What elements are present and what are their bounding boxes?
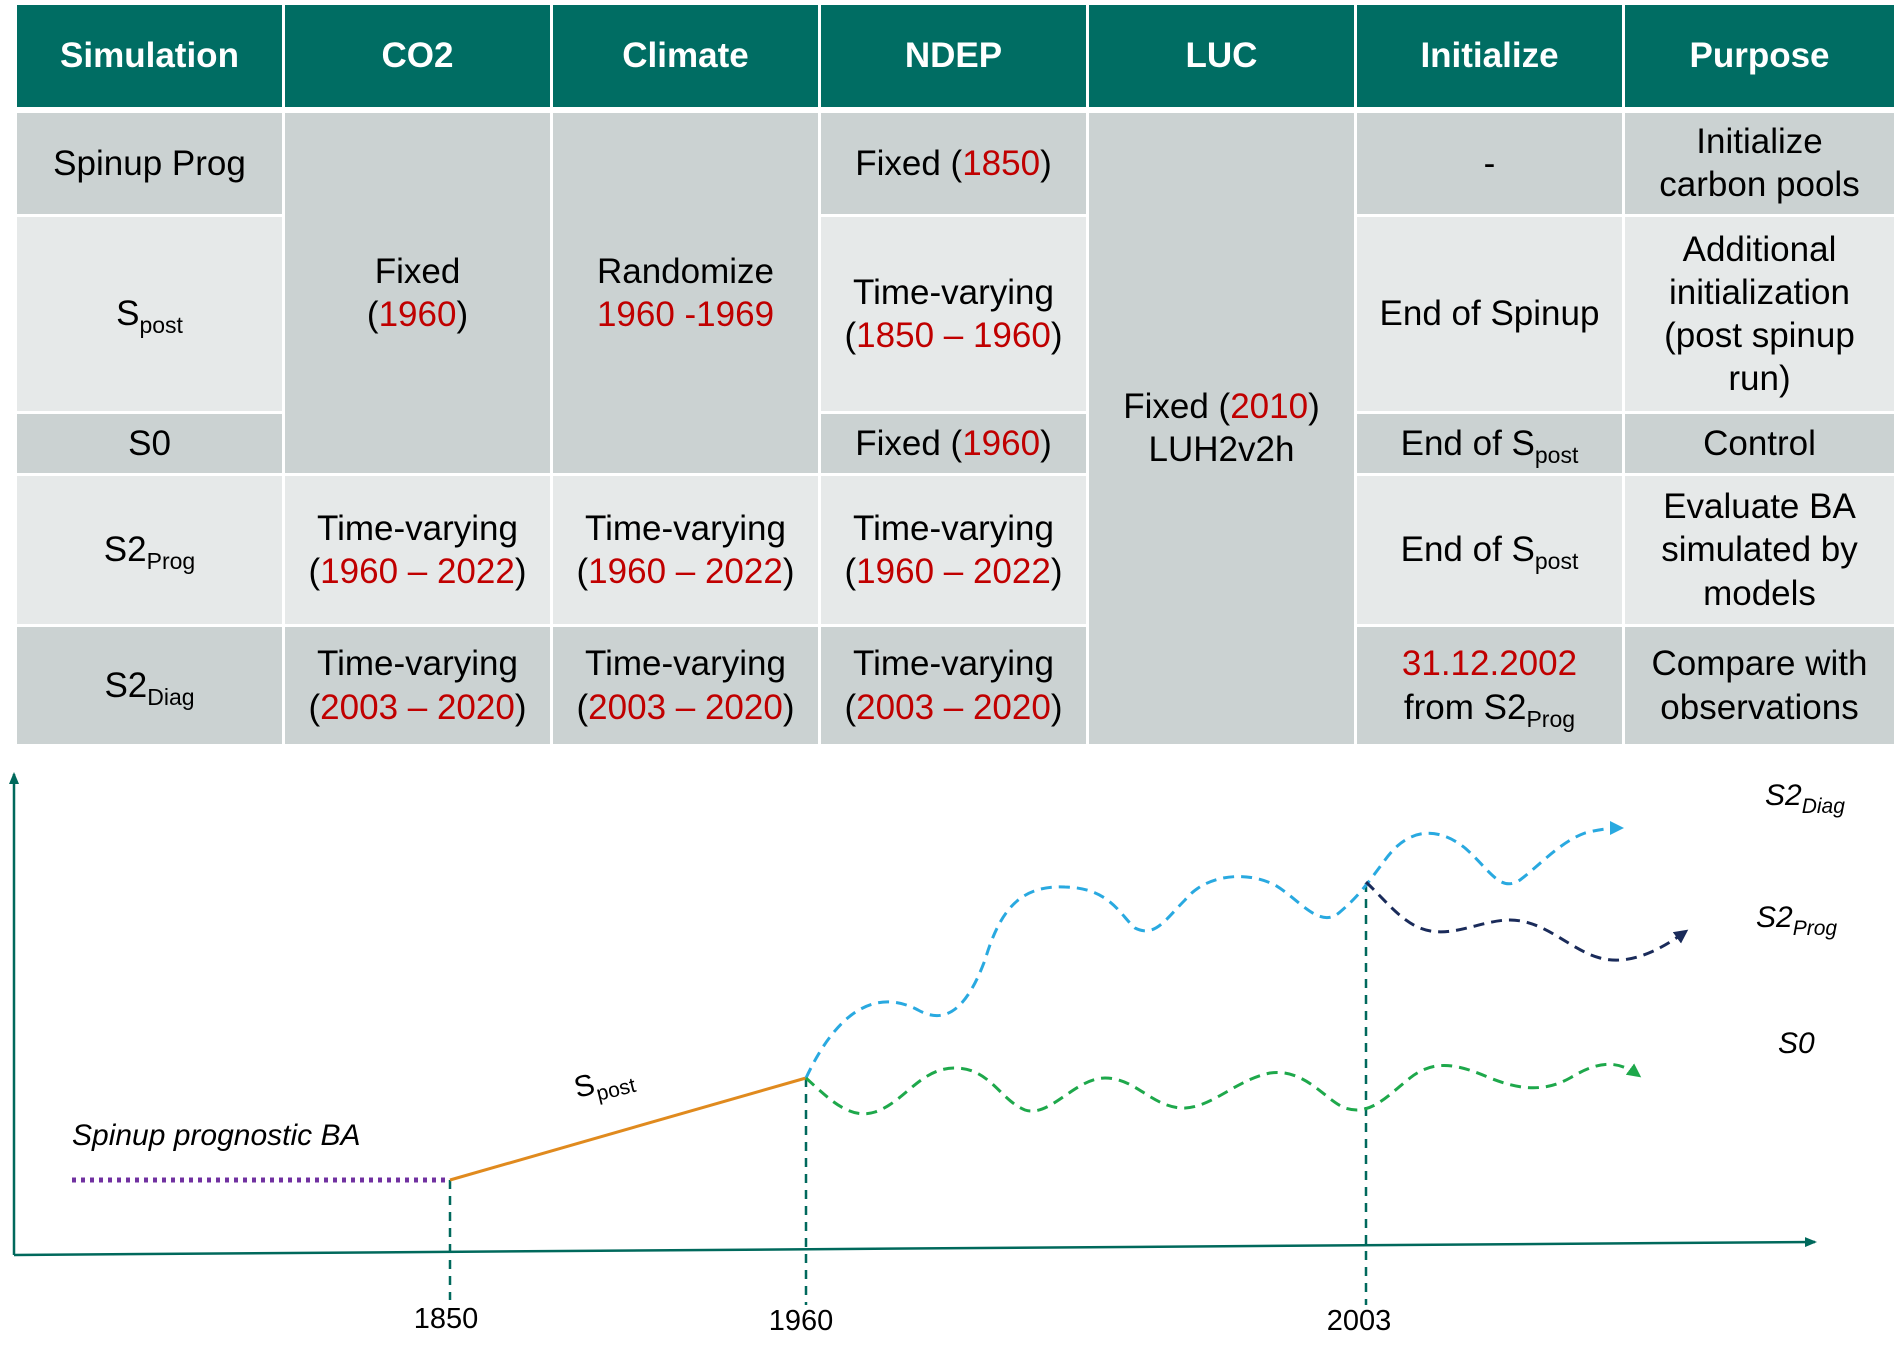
simulation-table: Simulation CO2 Climate NDEP LUC Initiali…	[14, 2, 1894, 747]
cell-s2prog-purpose: Evaluate BA simulated by models	[1622, 473, 1894, 627]
cell-climate-randomize: Randomize 1960 -1969	[550, 108, 821, 476]
cell-s0-initialize: End of Spost	[1354, 411, 1625, 476]
table-row-s0: S0 Fixed (1960) End of Spost Control	[14, 411, 1894, 476]
label-s0: S0	[1778, 1027, 1815, 1060]
cell-spost-initialize: End of Spinup	[1354, 214, 1625, 414]
header-luc: LUC	[1086, 2, 1357, 111]
cell-s2diag-climate: Time-varying (2003 – 2020)	[550, 624, 821, 747]
cell-s2diag-ndep: Time-varying (2003 – 2020)	[818, 624, 1089, 747]
cell-luc-fixed: Fixed (2010) LUH2v2h	[1086, 108, 1357, 747]
cell-s2diag-initialize: 31.12.2002 from S2Prog	[1354, 624, 1625, 747]
cell-s2diag-co2: Time-varying (2003 – 2020)	[282, 624, 553, 747]
s2diag-line	[804, 821, 1624, 1079]
cell-spost-ndep: Time-varying (1850 – 1960)	[818, 214, 1089, 414]
x-axis	[13, 1237, 1817, 1257]
cell-s0-ndep: Fixed (1960)	[818, 411, 1089, 476]
cell-spinup-initialize: -	[1354, 108, 1625, 217]
cell-spost-name: Spost	[14, 214, 285, 414]
cell-co2-fixed: Fixed (1960)	[282, 108, 553, 476]
spost-line	[449, 1076, 807, 1182]
tick-label-1850: 1850	[414, 1303, 479, 1335]
header-simulation: Simulation	[14, 2, 285, 111]
table-row-s2diag: S2Diag Time-varying (2003 – 2020) Time-v…	[14, 624, 1894, 747]
header-climate: Climate	[550, 2, 821, 111]
cell-spost-purpose: Additional initialization (post spinup run…	[1622, 214, 1894, 414]
cell-spinup-name: Spinup Prog	[14, 108, 285, 217]
cell-s2prog-climate: Time-varying (1960 – 2022)	[550, 473, 821, 627]
header-ndep: NDEP	[818, 2, 1089, 111]
cell-s2prog-ndep: Time-varying (1960 – 2022)	[818, 473, 1089, 627]
s2prog-line	[1364, 880, 1689, 962]
tick-label-2003: 2003	[1327, 1305, 1392, 1337]
label-spinup: Spinup prognostic BA	[72, 1119, 361, 1152]
cell-s2prog-name: S2Prog	[14, 473, 285, 627]
cell-s2prog-co2: Time-varying (1960 – 2022)	[282, 473, 553, 627]
header-co2: CO2	[282, 2, 553, 111]
cell-s0-name: S0	[14, 411, 285, 476]
timeline-diagram: 1850 1960 2003 Spinup prognostic BA Spos…	[9, 772, 1845, 1337]
header-purpose: Purpose	[1622, 2, 1894, 111]
cell-s0-purpose: Control	[1622, 411, 1894, 476]
cell-spinup-ndep: Fixed (1850)	[818, 108, 1089, 217]
label-s2prog: S2Prog	[1756, 901, 1837, 940]
table-row-spinup: Spinup Prog Fixed (1960) Randomize 1960 …	[14, 108, 1894, 747]
cell-s2prog-initialize: End of Spost	[1354, 473, 1625, 627]
label-s2diag: S2Diag	[1765, 779, 1845, 818]
s0-line	[804, 1062, 1642, 1116]
cell-spinup-purpose: Initialize carbon pools	[1622, 108, 1894, 217]
cell-s2diag-purpose: Compare with observations	[1622, 624, 1894, 747]
table-row-spost: Spost Time-varying (1850 – 1960) End of …	[14, 214, 1894, 414]
table-row-s2prog: S2Prog Time-varying (1960 – 2022) Time-v…	[14, 473, 1894, 627]
cell-s2diag-name: S2Diag	[14, 624, 285, 747]
table-header-row: Simulation CO2 Climate NDEP LUC Initiali…	[14, 2, 1894, 111]
label-spost: Spost	[571, 1058, 639, 1110]
header-initialize: Initialize	[1354, 2, 1625, 111]
tick-label-1960: 1960	[769, 1305, 834, 1337]
